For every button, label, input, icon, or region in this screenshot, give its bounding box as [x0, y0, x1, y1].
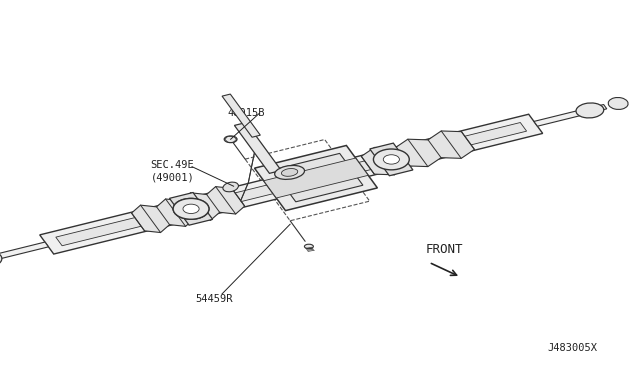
Text: FRONT: FRONT [426, 243, 463, 256]
Text: 54459R: 54459R [195, 295, 233, 304]
Polygon shape [132, 187, 244, 232]
Polygon shape [588, 105, 607, 113]
Ellipse shape [282, 169, 298, 176]
Polygon shape [170, 193, 212, 225]
Polygon shape [534, 110, 584, 126]
Ellipse shape [223, 182, 239, 192]
Circle shape [183, 204, 199, 214]
Circle shape [173, 198, 209, 219]
Ellipse shape [0, 251, 2, 267]
Ellipse shape [305, 244, 314, 249]
Circle shape [373, 149, 409, 170]
Circle shape [383, 155, 399, 164]
Polygon shape [255, 145, 378, 211]
Ellipse shape [275, 166, 305, 179]
Polygon shape [362, 131, 474, 175]
Polygon shape [222, 94, 260, 137]
Polygon shape [370, 143, 413, 176]
Text: SEC.49E
(49001): SEC.49E (49001) [150, 160, 194, 182]
Polygon shape [40, 114, 543, 254]
Polygon shape [273, 153, 363, 202]
Polygon shape [234, 122, 281, 173]
Text: J483005X: J483005X [548, 343, 598, 353]
Circle shape [173, 198, 209, 219]
Ellipse shape [224, 136, 237, 142]
Polygon shape [264, 158, 368, 198]
Ellipse shape [608, 97, 628, 109]
Ellipse shape [576, 103, 604, 118]
Polygon shape [0, 242, 49, 260]
Polygon shape [56, 122, 527, 246]
Text: 48015B: 48015B [227, 109, 265, 118]
